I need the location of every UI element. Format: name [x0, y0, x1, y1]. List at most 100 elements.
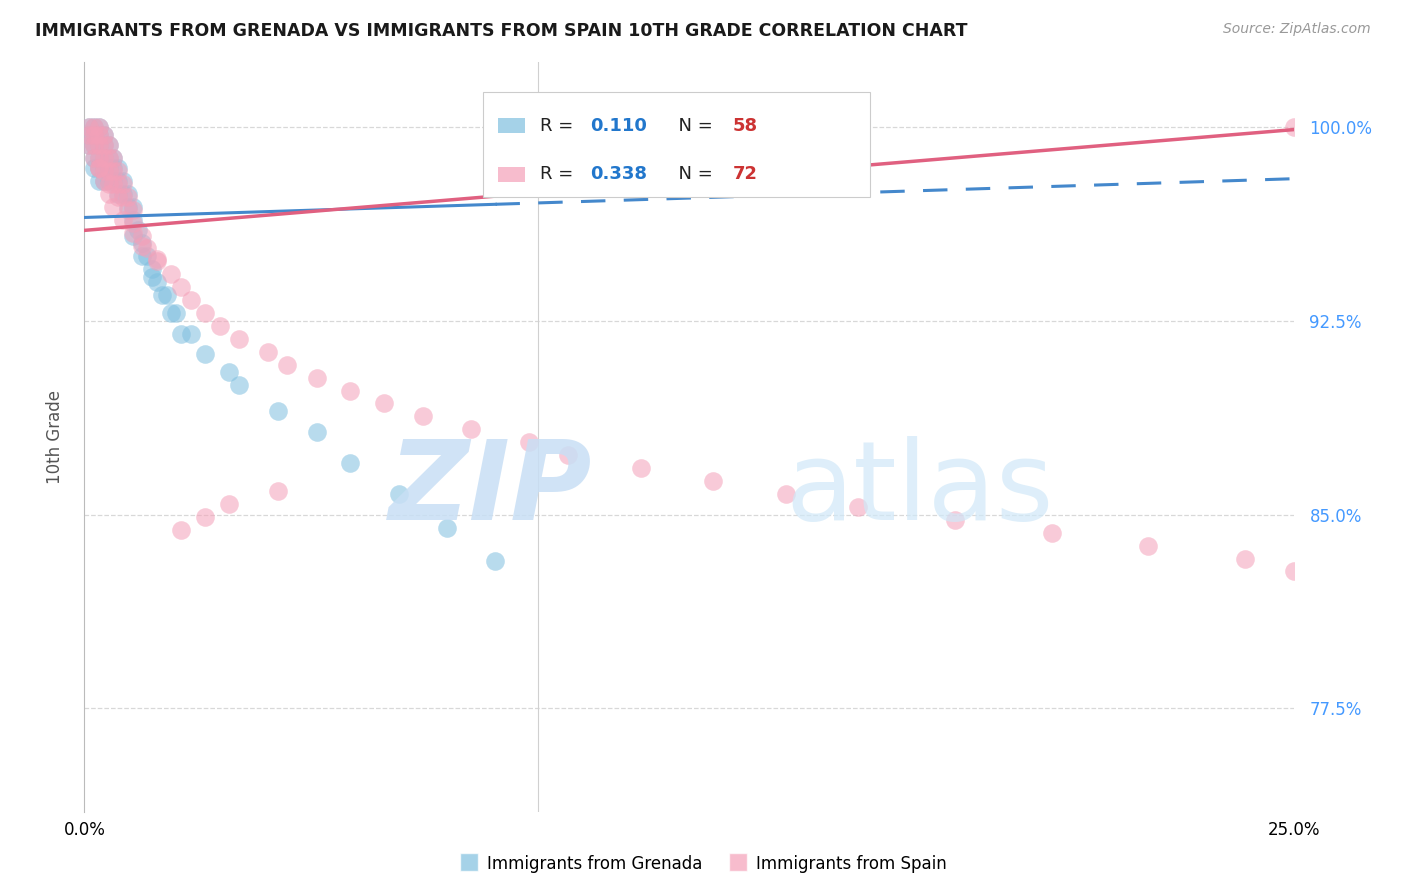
Point: [103, 151, 125, 165]
FancyBboxPatch shape: [498, 167, 524, 182]
Point: [103, 164, 125, 178]
Point: [276, 358, 298, 372]
Point: [121, 213, 143, 227]
Point: [412, 409, 434, 424]
Point: [630, 461, 652, 475]
Point: [160, 306, 183, 320]
Point: [97, 138, 120, 153]
Point: [339, 384, 361, 398]
Text: 58: 58: [733, 117, 758, 135]
Point: [87, 151, 110, 165]
Point: [267, 404, 290, 418]
Point: [257, 344, 280, 359]
Point: [117, 187, 139, 202]
Point: [83, 120, 105, 134]
Point: [107, 187, 129, 202]
Point: [112, 213, 135, 227]
Point: [131, 236, 153, 251]
Point: [112, 174, 135, 188]
Text: R =: R =: [540, 165, 579, 183]
Point: [87, 174, 110, 188]
Point: [267, 484, 290, 499]
Point: [180, 293, 202, 307]
Point: [1282, 120, 1305, 134]
Text: Source: ZipAtlas.com: Source: ZipAtlas.com: [1223, 22, 1371, 37]
Point: [484, 554, 506, 568]
Point: [131, 239, 153, 253]
Point: [103, 161, 125, 176]
Point: [103, 151, 125, 165]
Point: [83, 120, 105, 134]
Y-axis label: 10th Grade: 10th Grade: [45, 390, 63, 484]
Point: [305, 370, 328, 384]
Point: [97, 174, 120, 188]
Point: [87, 138, 110, 153]
Point: [1137, 539, 1160, 553]
Point: [305, 425, 328, 439]
Point: [218, 366, 240, 380]
Point: [93, 151, 115, 165]
Point: [87, 128, 110, 142]
Point: [103, 177, 125, 191]
Point: [87, 161, 110, 176]
Point: [121, 228, 143, 243]
Point: [228, 378, 250, 392]
Point: [83, 138, 105, 153]
Point: [93, 128, 115, 142]
Point: [160, 268, 183, 282]
Point: [107, 190, 129, 204]
FancyBboxPatch shape: [498, 119, 524, 134]
Point: [112, 187, 135, 202]
Point: [97, 164, 120, 178]
Point: [339, 456, 361, 470]
Point: [83, 151, 105, 165]
Point: [1282, 565, 1305, 579]
Text: 0.110: 0.110: [591, 117, 647, 135]
Point: [218, 497, 240, 511]
Point: [83, 161, 105, 176]
Point: [97, 151, 120, 165]
FancyBboxPatch shape: [484, 93, 870, 197]
Point: [97, 138, 120, 153]
Point: [83, 138, 105, 153]
Point: [846, 500, 869, 514]
Text: atlas: atlas: [786, 436, 1054, 543]
Text: R =: R =: [540, 117, 579, 135]
Point: [557, 448, 579, 462]
Point: [87, 120, 110, 134]
Point: [436, 520, 458, 534]
Point: [460, 422, 482, 436]
Text: N =: N =: [666, 165, 718, 183]
Point: [93, 151, 115, 165]
Text: 72: 72: [733, 165, 758, 183]
Point: [228, 332, 250, 346]
Point: [121, 226, 143, 240]
Point: [97, 177, 120, 191]
Point: [208, 318, 231, 333]
Point: [121, 200, 143, 214]
Point: [388, 487, 411, 501]
Point: [1040, 525, 1063, 540]
Point: [107, 174, 129, 188]
Point: [83, 128, 105, 142]
Text: 0.338: 0.338: [591, 165, 647, 183]
Point: [93, 128, 115, 142]
Point: [87, 120, 110, 134]
Point: [87, 151, 110, 165]
Point: [127, 223, 149, 237]
Point: [93, 174, 115, 188]
Point: [136, 242, 159, 256]
Point: [97, 187, 120, 202]
Point: [146, 275, 169, 289]
Point: [93, 164, 115, 178]
Point: [97, 151, 120, 165]
Point: [170, 326, 193, 341]
Text: ZIP: ZIP: [388, 436, 592, 543]
Point: [131, 228, 153, 243]
Point: [194, 510, 217, 524]
Point: [517, 435, 540, 450]
Point: [146, 252, 169, 266]
Point: [170, 280, 193, 294]
Point: [146, 254, 169, 268]
Text: N =: N =: [666, 117, 718, 135]
